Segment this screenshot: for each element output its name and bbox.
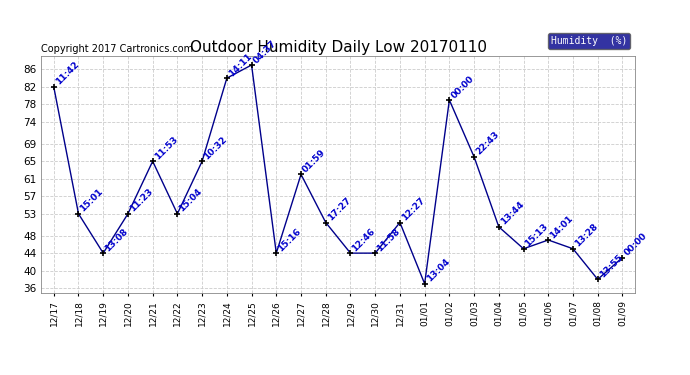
Text: 10:32: 10:32 xyxy=(202,135,228,161)
Text: 11:58: 11:58 xyxy=(375,226,402,253)
Text: 13:08: 13:08 xyxy=(104,226,130,253)
Text: 15:04: 15:04 xyxy=(177,187,204,214)
Text: 13:55: 13:55 xyxy=(598,253,624,279)
Text: 11:23: 11:23 xyxy=(128,187,155,214)
Text: 13:04: 13:04 xyxy=(424,257,451,284)
Text: 01:59: 01:59 xyxy=(301,148,328,174)
Text: 15:13: 15:13 xyxy=(524,222,550,249)
Text: 13:44: 13:44 xyxy=(499,200,526,227)
Text: 12:27: 12:27 xyxy=(400,196,426,222)
Text: 04:37: 04:37 xyxy=(252,38,278,65)
Title: Outdoor Humidity Daily Low 20170110: Outdoor Humidity Daily Low 20170110 xyxy=(190,40,486,55)
Text: 15:16: 15:16 xyxy=(276,226,303,253)
Text: 17:27: 17:27 xyxy=(326,196,353,222)
Text: 15:01: 15:01 xyxy=(79,187,105,214)
Text: 00:00: 00:00 xyxy=(449,74,475,100)
Text: 14:01: 14:01 xyxy=(549,213,575,240)
Legend: Humidity  (%): Humidity (%) xyxy=(548,33,630,49)
Text: 11:53: 11:53 xyxy=(152,135,179,161)
Text: Copyright 2017 Cartronics.com: Copyright 2017 Cartronics.com xyxy=(41,44,193,54)
Text: 14:11: 14:11 xyxy=(227,51,253,78)
Text: 13:28: 13:28 xyxy=(573,222,600,249)
Text: 12:46: 12:46 xyxy=(351,226,377,253)
Text: 22:43: 22:43 xyxy=(474,130,501,157)
Text: 11:42: 11:42 xyxy=(54,60,81,87)
Text: 00:00: 00:00 xyxy=(622,231,649,258)
